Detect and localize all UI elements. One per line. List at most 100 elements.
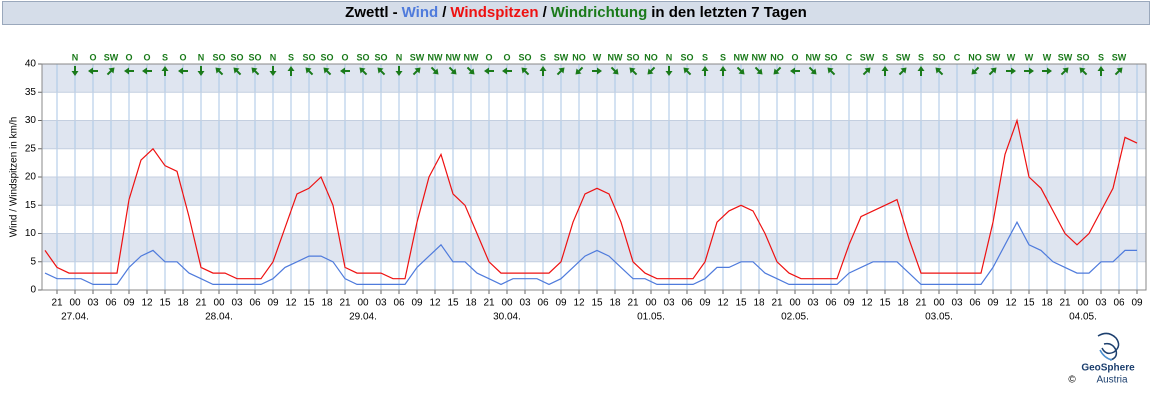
- direction-arrow: [233, 67, 242, 76]
- direction-label: SW: [860, 52, 875, 62]
- direction-arrow: [917, 66, 925, 76]
- x-tick-label: 09: [267, 298, 279, 309]
- direction-arrow: [736, 66, 745, 75]
- series-line: [44, 118, 1138, 280]
- x-tick-label: 15: [159, 298, 171, 309]
- direction-arrow: [881, 66, 889, 76]
- x-tick-label: 12: [717, 298, 729, 309]
- direction-arrow-shape: [269, 66, 277, 76]
- direction-label: NW: [446, 52, 461, 62]
- direction-arrow: [466, 66, 475, 75]
- direction-arrow-shape: [233, 67, 242, 76]
- title-wind: Wind: [401, 4, 439, 21]
- direction-label: SO: [680, 52, 693, 62]
- title-suffix: in den letzten 7 Tagen: [651, 4, 807, 21]
- x-tick-label: 00: [501, 298, 513, 309]
- direction-arrow-shape: [790, 67, 800, 75]
- x-tick-label: 03: [231, 298, 243, 309]
- direction-arrow: [808, 66, 817, 75]
- direction-arrow-shape: [665, 66, 673, 76]
- direction-label: NW: [752, 52, 767, 62]
- x-tick-label: 21: [195, 298, 207, 309]
- direction-label: C: [846, 52, 853, 62]
- direction-arrow: [773, 66, 782, 75]
- x-tick-label: 18: [465, 298, 477, 309]
- direction-label: N: [198, 52, 205, 62]
- x-tick-label: 21: [51, 298, 63, 309]
- x-tick-label: 00: [933, 298, 945, 309]
- y-tick-label: 40: [25, 59, 37, 70]
- date-label: 29.04.: [349, 312, 377, 323]
- x-tick-label: 09: [555, 298, 567, 309]
- x-tick-label: 03: [519, 298, 531, 309]
- direction-arrow-shape: [142, 67, 152, 75]
- x-tick-label: 09: [411, 298, 423, 309]
- direction-label: NW: [464, 52, 479, 62]
- direction-arrow-shape: [701, 66, 709, 76]
- logo-sub: Austria: [1096, 375, 1128, 386]
- x-tick-label: 18: [1041, 298, 1053, 309]
- direction-arrow-shape: [521, 67, 530, 76]
- direction-arrow: [106, 67, 115, 76]
- x-tick-label: 00: [69, 298, 81, 309]
- direction-arrow-shape: [647, 66, 656, 75]
- direction-label: S: [162, 52, 168, 62]
- x-tick-label: 06: [393, 298, 405, 309]
- grid-band: [42, 120, 1146, 149]
- direction-label: S: [918, 52, 924, 62]
- title-prefix: Zwettl -: [345, 4, 398, 21]
- y-tick-label: 5: [30, 256, 36, 267]
- direction-arrow: [665, 66, 673, 76]
- direction-label: SO: [230, 52, 243, 62]
- x-tick-label: 03: [807, 298, 819, 309]
- x-tick-label: 15: [1023, 298, 1035, 309]
- x-tick-label: 21: [627, 298, 639, 309]
- direction-arrow-shape: [359, 67, 368, 76]
- direction-label: SO: [1076, 52, 1089, 62]
- direction-arrow-shape: [935, 67, 944, 76]
- x-tick-label: 09: [699, 298, 711, 309]
- y-tick-label: 20: [25, 172, 37, 183]
- direction-arrow: [197, 66, 205, 76]
- x-tick-label: 18: [321, 298, 333, 309]
- direction-label: S: [702, 52, 708, 62]
- direction-arrow-shape: [575, 66, 584, 75]
- direction-arrow: [719, 66, 727, 76]
- direction-label: W: [593, 52, 602, 62]
- direction-arrow-shape: [215, 67, 224, 76]
- x-tick-label: 09: [123, 298, 135, 309]
- direction-label: O: [89, 52, 96, 62]
- direction-label: NO: [770, 52, 784, 62]
- direction-arrow-shape: [539, 66, 547, 76]
- direction-arrow-shape: [377, 67, 386, 76]
- direction-arrow: [251, 67, 260, 76]
- title-direction: Windrichtung: [550, 4, 648, 21]
- plot-frame: [41, 63, 1147, 291]
- direction-arrow: [610, 66, 619, 75]
- direction-arrow-shape: [88, 67, 98, 75]
- direction-arrow: [556, 67, 565, 76]
- direction-label: SO: [626, 52, 639, 62]
- logo-name: GeoSphere: [1081, 363, 1135, 374]
- direction-arrow-shape: [1024, 67, 1034, 75]
- direction-arrow: [142, 67, 152, 75]
- direction-arrow-shape: [178, 67, 188, 75]
- date-label: 28.04.: [205, 312, 233, 323]
- y-tick-label: 30: [25, 115, 37, 126]
- direction-arrow-shape: [808, 66, 817, 75]
- x-tick-label: 12: [573, 298, 585, 309]
- direction-arrow: [178, 67, 188, 75]
- title-sep: /: [442, 4, 447, 21]
- x-tick-label: 18: [177, 298, 189, 309]
- direction-label: NW: [806, 52, 821, 62]
- direction-arrow: [484, 67, 494, 75]
- title-gust: Windspitzen: [450, 4, 539, 21]
- direction-label: O: [179, 52, 186, 62]
- x-tick-label: 09: [1131, 298, 1143, 309]
- direction-label: C: [954, 52, 961, 62]
- direction-label: SO: [374, 52, 387, 62]
- direction-label: NO: [572, 52, 586, 62]
- direction-arrow-shape: [1042, 67, 1052, 75]
- direction-label: SO: [356, 52, 369, 62]
